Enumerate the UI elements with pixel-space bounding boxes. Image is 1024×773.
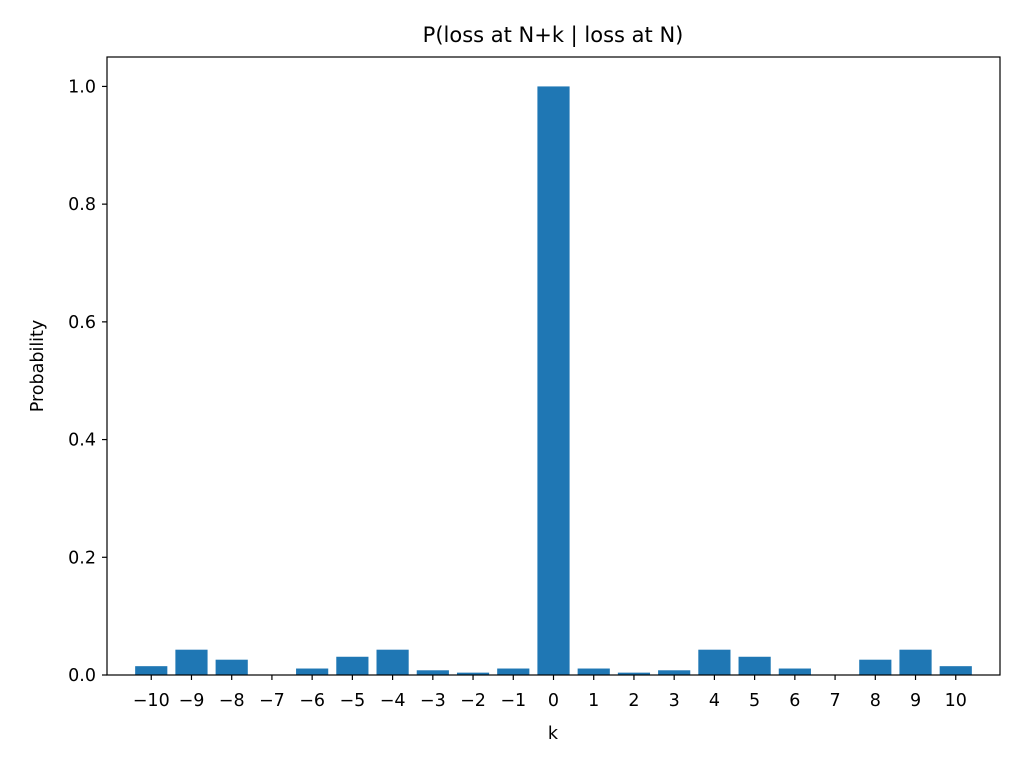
x-tick-label: 4 xyxy=(709,691,720,711)
y-axis-label: Probability xyxy=(28,320,48,413)
bar-10 xyxy=(939,666,972,675)
x-tick-label: −5 xyxy=(339,691,365,711)
bar-minus-8 xyxy=(215,659,248,675)
bar-minus-5 xyxy=(336,656,369,675)
x-tick-label: −1 xyxy=(500,691,526,711)
bar-0 xyxy=(537,86,570,675)
x-tick-label: 10 xyxy=(945,691,967,711)
y-tick-label: 0.4 xyxy=(68,431,96,451)
y-tick-label: 0.2 xyxy=(68,548,96,568)
bar-6 xyxy=(778,668,811,675)
x-tick-label: 0 xyxy=(548,691,559,711)
chart-title: P(loss at N+k | loss at N) xyxy=(423,23,684,48)
y-tick-label: 0.6 xyxy=(68,313,96,333)
x-ticks-group: −10 −9 −8 −7 −6 −5 −4 −3 −2 −1 0 1 2 3 4 5 6 7 8 9 10 xyxy=(133,675,967,711)
y-tick-label: 0.0 xyxy=(68,666,96,686)
x-tick-label: −8 xyxy=(219,691,245,711)
y-tick-label: 0.8 xyxy=(68,195,96,215)
bar-4 xyxy=(698,649,731,675)
bar-minus-1 xyxy=(497,668,530,675)
bar-1 xyxy=(577,668,610,675)
x-axis-label: k xyxy=(548,724,559,744)
x-tick-label: 3 xyxy=(669,691,680,711)
bar-3 xyxy=(658,670,691,675)
x-tick-label: −7 xyxy=(259,691,285,711)
bar-9 xyxy=(899,649,932,675)
bar-5 xyxy=(738,656,771,675)
x-tick-label: −10 xyxy=(133,691,170,711)
x-tick-label: 5 xyxy=(749,691,760,711)
bar-minus-4 xyxy=(376,649,409,675)
y-ticks-group: 0.0 0.2 0.4 0.6 0.8 1.0 xyxy=(68,77,107,686)
x-tick-label: 1 xyxy=(588,691,599,711)
bar-2 xyxy=(617,672,651,675)
bar-minus-10 xyxy=(135,666,168,675)
x-tick-label: 2 xyxy=(628,691,639,711)
x-tick-label: 8 xyxy=(870,691,881,711)
x-tick-label: 6 xyxy=(789,691,800,711)
bars-group xyxy=(135,86,972,675)
bar-8 xyxy=(859,659,892,675)
x-tick-label: −6 xyxy=(299,691,325,711)
bar-minus-2 xyxy=(456,672,490,675)
y-tick-label: 1.0 xyxy=(68,77,96,97)
x-tick-label: −9 xyxy=(179,691,205,711)
x-tick-label: −4 xyxy=(380,691,406,711)
bar-minus-3 xyxy=(416,670,449,675)
x-tick-label: −3 xyxy=(420,691,446,711)
bar-minus-9 xyxy=(175,649,208,675)
bar-minus-6 xyxy=(296,668,329,675)
x-tick-label: 9 xyxy=(910,691,921,711)
x-tick-label: 7 xyxy=(830,691,841,711)
x-tick-label: −2 xyxy=(460,691,486,711)
